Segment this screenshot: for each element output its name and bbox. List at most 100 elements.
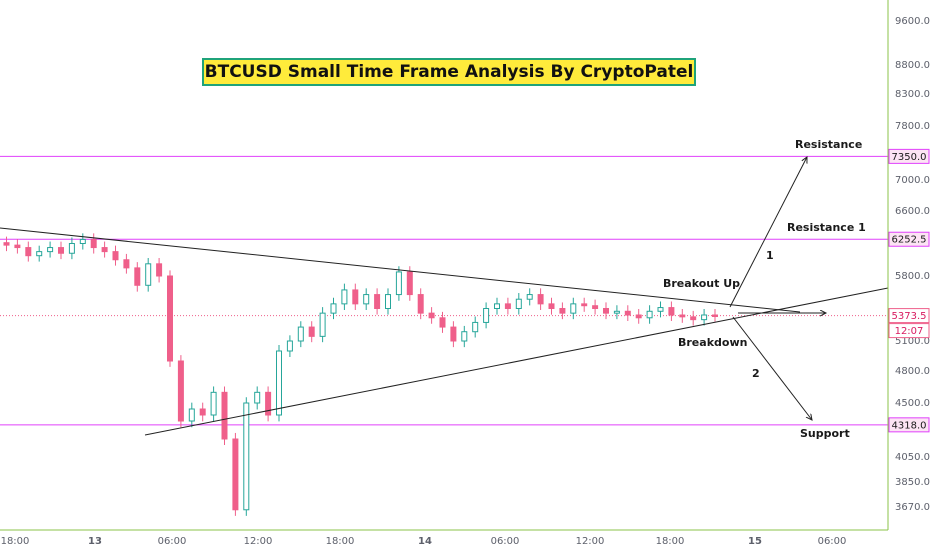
candle-body — [504, 303, 511, 310]
candle-body — [668, 307, 675, 316]
y-tick-label: 4050.0 — [895, 452, 930, 463]
candle-body — [679, 314, 686, 318]
chart-title: BTCUSD Small Time Frame Analysis By Cryp… — [202, 58, 696, 86]
candle-body — [450, 326, 457, 342]
y-tick-label: 4500.0 — [895, 398, 930, 409]
x-tick-label: 14 — [418, 536, 432, 547]
countdown-tag-box — [888, 323, 930, 339]
current-price-tag-text: 5373.5 — [892, 311, 927, 322]
y-tick-label: 3670.0 — [895, 502, 930, 513]
candle-body — [254, 391, 261, 404]
candle-body — [428, 312, 435, 319]
candle-body — [167, 275, 173, 362]
level-tag-1-box — [888, 231, 930, 247]
candle-body — [210, 391, 217, 416]
resistance-1-label: Resistance 1 — [787, 221, 866, 234]
candle-body — [101, 247, 108, 253]
candle-body — [90, 238, 97, 249]
candle-body — [461, 331, 468, 342]
breakdown-arrow — [732, 316, 812, 420]
candle-body — [613, 310, 620, 314]
y-tick-label: 5100.0 — [895, 336, 930, 347]
level-tag-0-text: 7350.0 — [892, 152, 927, 163]
candle-body — [221, 391, 228, 440]
x-tick-label: 15 — [748, 536, 762, 547]
candle-body — [406, 271, 413, 296]
candle-body — [417, 294, 424, 314]
y-tick-label: 6600.0 — [895, 206, 930, 217]
candle-body — [603, 308, 609, 314]
candle-body — [352, 289, 359, 305]
candle-body — [36, 251, 43, 257]
x-tick-label: 18:00 — [656, 536, 685, 547]
candle-body — [646, 310, 653, 319]
candle-body — [177, 360, 184, 422]
y-tick-label: 9600.0 — [895, 16, 930, 27]
candle-body — [134, 267, 141, 286]
level-tag-1-text: 6252.5 — [892, 235, 927, 246]
candle-body — [548, 303, 555, 310]
candle-body — [14, 244, 21, 249]
candle-body — [58, 247, 64, 254]
candle-body — [592, 305, 599, 310]
price-tags-layer: 7350.0 6252.5 4318.0 5373.5 12:07 — [888, 148, 930, 433]
x-tick-label: 06:00 — [158, 536, 187, 547]
x-tick-label: 18:00 — [1, 536, 30, 547]
candle-body — [570, 303, 577, 314]
candle-body — [156, 263, 163, 277]
breakout-arrow — [729, 157, 807, 308]
candle-body — [701, 314, 708, 321]
candle-body — [47, 247, 54, 253]
y-tick-label: 7000.0 — [895, 175, 930, 186]
candle-body — [374, 294, 381, 310]
candle-body — [635, 314, 642, 319]
candle-body — [581, 303, 588, 307]
descending-trendline — [0, 227, 801, 313]
candle-body — [526, 294, 533, 300]
level-tag-0-box — [888, 148, 930, 164]
breakout-up-label: Breakout Up — [663, 277, 740, 290]
candle-body — [690, 316, 697, 321]
candle-body — [145, 263, 152, 286]
y-tick-label: 4800.0 — [895, 366, 930, 377]
x-tick-label: 06:00 — [491, 536, 520, 547]
candle-body — [265, 391, 272, 416]
drawings-layer: Resistance Resistance 1 Support Breakout Up… — [0, 138, 889, 440]
candle-body — [712, 314, 718, 317]
x-tick-label: 18:00 — [326, 536, 355, 547]
candle-body — [286, 340, 293, 352]
candle-body — [657, 307, 664, 312]
candle-body — [188, 408, 195, 422]
y-tick-label: 7800.0 — [895, 121, 930, 132]
candle-body — [559, 308, 566, 314]
levels-layer — [0, 155, 888, 426]
y-tick-label: 8800.0 — [895, 60, 930, 71]
candle-body — [395, 271, 402, 296]
y-tick-label: 3850.0 — [895, 477, 930, 488]
candle-body — [363, 294, 370, 305]
candle-body — [439, 317, 446, 328]
candle-body — [123, 259, 130, 269]
countdown-tag-text: 12:07 — [895, 326, 924, 337]
resistance-label: Resistance — [795, 138, 862, 151]
candle-body — [319, 312, 326, 337]
support-label: Support — [800, 427, 850, 440]
candle-body — [276, 350, 282, 416]
candle-body — [472, 321, 479, 333]
candle-body — [537, 294, 544, 305]
candle-body — [25, 247, 32, 257]
breakdown-label: Breakdown — [678, 336, 747, 349]
candle-body — [199, 408, 206, 416]
current-price-tag-box — [888, 308, 930, 324]
scenario-1-label: 1 — [766, 249, 774, 262]
candle-body — [3, 242, 10, 246]
x-tick-label: 12:00 — [576, 536, 605, 547]
scenario-2-label: 2 — [752, 367, 760, 380]
candle-body — [79, 238, 86, 244]
level-tag-2-text: 4318.0 — [892, 420, 927, 431]
x-tick-label: 12:00 — [244, 536, 273, 547]
candle-body — [494, 303, 500, 310]
